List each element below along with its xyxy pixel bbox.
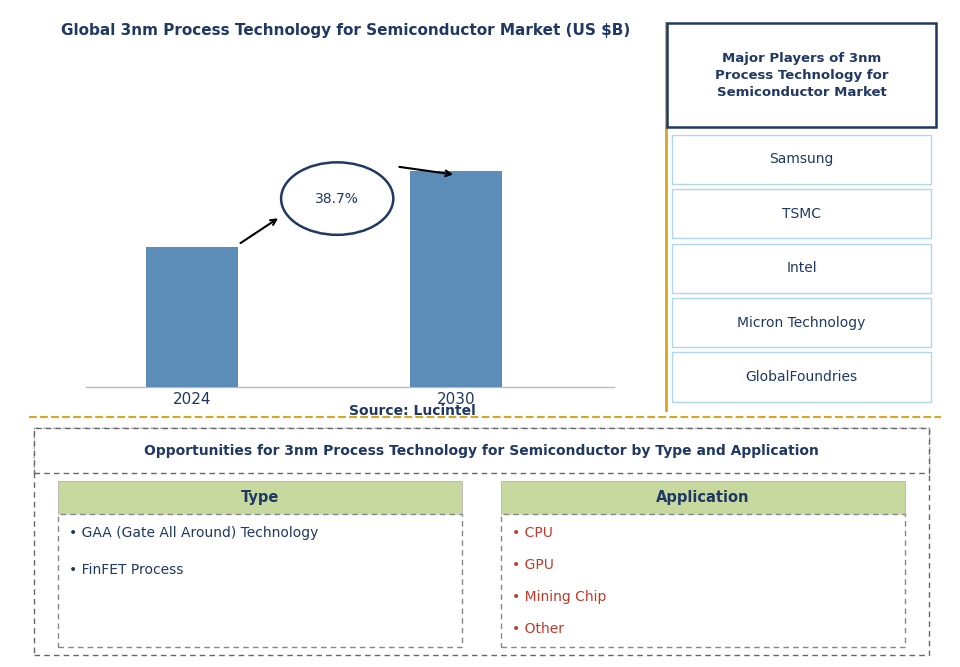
Text: Type: Type <box>241 490 279 505</box>
Text: Opportunities for 3nm Process Technology for Semiconductor by Type and Applicati: Opportunities for 3nm Process Technology… <box>144 444 819 458</box>
Text: Samsung: Samsung <box>769 152 834 166</box>
Text: Application: Application <box>657 490 750 505</box>
Text: Major Players of 3nm
Process Technology for
Semiconductor Market: Major Players of 3nm Process Technology … <box>715 51 888 99</box>
Bar <box>146 247 238 387</box>
Text: Global 3nm Process Technology for Semiconductor Market (US $B): Global 3nm Process Technology for Semico… <box>61 23 630 38</box>
Text: 38.7%: 38.7% <box>315 191 359 205</box>
Bar <box>410 171 502 387</box>
Text: • Other: • Other <box>513 622 564 636</box>
Text: • GPU: • GPU <box>513 558 554 572</box>
Text: Micron Technology: Micron Technology <box>737 315 866 329</box>
Text: GlobalFoundries: GlobalFoundries <box>746 370 857 384</box>
Text: Intel: Intel <box>786 261 817 275</box>
Text: • Mining Chip: • Mining Chip <box>513 590 607 604</box>
Text: TSMC: TSMC <box>782 207 821 221</box>
Text: Source: Lucintel: Source: Lucintel <box>349 404 476 418</box>
Text: • GAA (Gate All Around) Technology: • GAA (Gate All Around) Technology <box>69 526 319 540</box>
Text: • CPU: • CPU <box>513 526 553 540</box>
Text: • FinFET Process: • FinFET Process <box>69 563 183 577</box>
